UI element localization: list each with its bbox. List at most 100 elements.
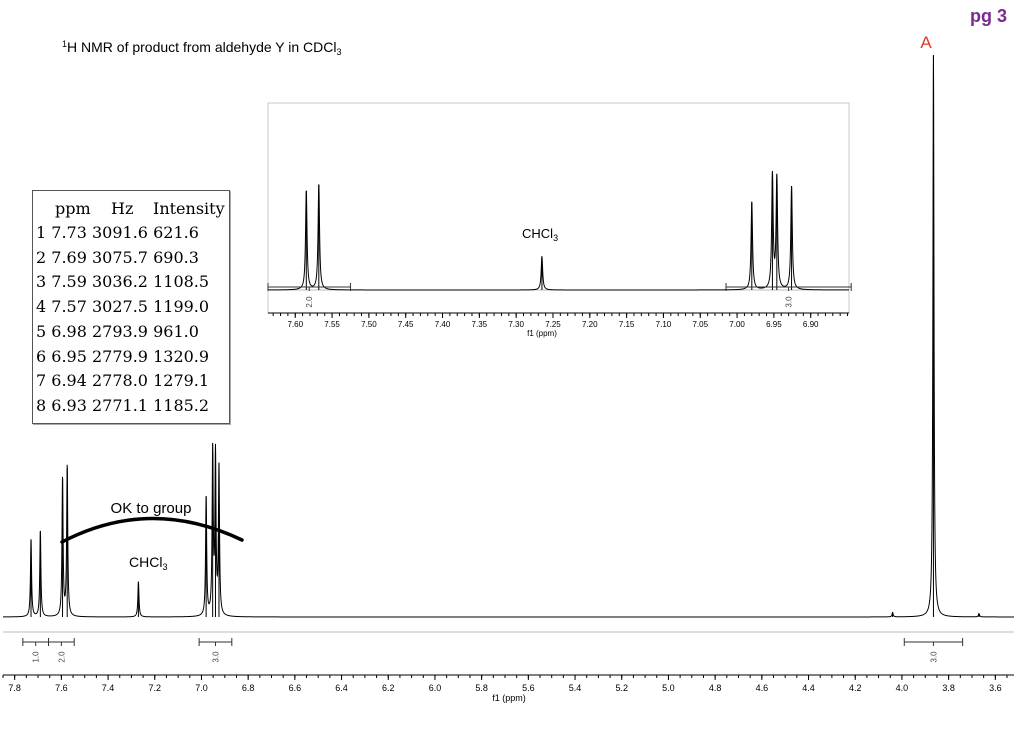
table-row: 6 6.95 2779.9 1320.9 — [36, 347, 209, 366]
spectrum-trace — [3, 55, 1014, 618]
x-axis-tick-label: 7.00 — [729, 320, 745, 329]
main-solvent-sub: 3 — [162, 562, 167, 572]
x-axis-tick-label: 7.30 — [508, 320, 524, 329]
table-cell-n: 4 — [36, 297, 47, 317]
table-cell-intensity: 1108.5 — [153, 272, 210, 292]
x-axis-tick-label: 4.2 — [849, 683, 862, 693]
table-row: 2 7.69 3075.7 690.3 — [36, 248, 199, 267]
table-row: 7 6.94 2778.0 1279.1 — [36, 371, 209, 390]
grouping-arc — [60, 516, 244, 544]
table-cell-ppm: 6.94 — [51, 371, 87, 391]
integral-label: 2.0 — [305, 296, 314, 308]
table-row: 8 6.93 2771.1 1185.2 — [36, 396, 209, 415]
x-axis-tick-label: 7.4 — [102, 683, 115, 693]
x-axis-tick-label: 5.4 — [569, 683, 582, 693]
table-cell-n: 1 — [36, 223, 47, 242]
table-cell-ppm: 6.95 — [51, 346, 87, 366]
x-axis-tick-label: 6.4 — [335, 683, 348, 693]
x-axis-tick-label: 7.0 — [195, 683, 208, 693]
table-cell-ppm: 7.69 — [51, 247, 87, 267]
table-cell-ppm: 7.59 — [51, 272, 87, 292]
table-row: 5 6.98 2793.9 961.0 — [36, 322, 199, 341]
table-cell-intensity: 621.6 — [153, 223, 199, 242]
x-axis-tick-label: 7.20 — [582, 320, 598, 329]
main-solvent-label: CHCl3 — [129, 554, 167, 572]
table-cell-ppm: 7.57 — [51, 297, 87, 317]
x-axis-tick-label: 3.6 — [989, 683, 1002, 693]
table-cell-n: 7 — [36, 371, 47, 391]
x-axis-tick-label: 4.8 — [709, 683, 722, 693]
inset-solvent-label: CHCl3 — [522, 226, 558, 243]
table-cell-intensity: 690.3 — [153, 247, 199, 267]
table-cell-n: 8 — [36, 395, 47, 415]
x-axis-tick-label: 7.2 — [149, 683, 162, 693]
title-superscript: 1 — [62, 39, 67, 49]
table-cell-hz: 2793.9 — [92, 321, 148, 341]
x-axis-tick-label: 5.2 — [615, 683, 628, 693]
x-axis-tick-label: 5.6 — [522, 683, 535, 693]
x-axis-tick-label: 6.6 — [289, 683, 302, 693]
x-axis-tick-label: 5.0 — [662, 683, 675, 693]
title-main: H NMR of product from aldehyde Y in CDCl — [67, 39, 336, 55]
table-cell-intensity: 1279.1 — [153, 371, 210, 391]
main-solvent-main: CHCl — [129, 554, 162, 570]
table-cell-hz: 2771.1 — [92, 395, 148, 415]
table-cell-n: 3 — [36, 272, 47, 292]
x-axis-label: f1 (ppm) — [527, 329, 557, 338]
peak-a-label: A — [920, 33, 932, 52]
table-cell-n: 6 — [36, 346, 47, 366]
x-axis-tick-label: 6.95 — [766, 320, 782, 329]
integral-label: 3.0 — [929, 651, 938, 663]
title-subscript: 3 — [337, 47, 342, 57]
integral-label: 3.0 — [211, 651, 220, 663]
x-axis-tick-label: 7.40 — [435, 320, 451, 329]
main-plot: 1.0 2.0 3.0 3.0 7.8 7.6 7.4 7.2 7.0 6.8 6.6 6.4 6.2 6… — [2, 55, 1014, 703]
table-cell-intensity: 1320.9 — [153, 346, 210, 366]
table-cell-hz: 3027.5 — [92, 297, 148, 317]
x-axis-tick-label: 7.35 — [472, 320, 488, 329]
inset-solvent-sub: 3 — [553, 233, 558, 243]
peak-table: ppm Hz Intensity 1 7.73 3091.6 621.6 2 7.… — [32, 190, 230, 424]
table-row: 3 7.59 3036.2 1108.5 — [36, 272, 209, 291]
x-axis-tick-label: 7.05 — [692, 320, 708, 329]
x-axis-tick-label: 6.2 — [382, 683, 395, 693]
table-cell-ppm: 6.93 — [51, 395, 87, 415]
x-axis-tick-label: 6.90 — [803, 320, 819, 329]
x-axis-tick-label: 7.45 — [398, 320, 414, 329]
x-axis-tick-label: 7.10 — [656, 320, 672, 329]
x-axis-tick-label: 7.15 — [619, 320, 635, 329]
table-cell-ppm: 6.98 — [51, 321, 87, 341]
spectrum-trace — [268, 170, 850, 291]
table-cell-intensity: 1185.2 — [153, 395, 210, 415]
table-row: 4 7.57 3027.5 1199.0 — [36, 297, 209, 316]
table-cell-hz: 3075.7 — [92, 247, 148, 267]
table-cell-n: 5 — [36, 321, 47, 341]
table-cell-intensity: 961.0 — [153, 321, 199, 341]
x-axis-tick-label: 7.55 — [324, 320, 340, 329]
integral-label: 2.0 — [57, 651, 66, 663]
table-cell-hz: 2778.0 — [92, 371, 148, 391]
x-axis-tick-label: 3.8 — [942, 683, 955, 693]
page-label: pg 3 — [970, 6, 1007, 26]
integral-label: 3.0 — [785, 296, 794, 308]
x-axis-tick-label: 6.8 — [242, 683, 255, 693]
table-row: 1 7.73 3091.6 621.6 — [36, 223, 199, 242]
peak-table-header-ppm: ppm — [55, 199, 91, 218]
inset-solvent-main: CHCl — [522, 226, 553, 241]
peak-table-header-intensity: Intensity — [153, 199, 225, 218]
spectrum-title: 1H NMR of product from aldehyde Y in CDC… — [62, 39, 342, 57]
x-axis-tick-label: 7.50 — [361, 320, 377, 329]
x-axis-label: f1 (ppm) — [492, 693, 526, 703]
inset-plot: 2.0 3.0 7.60 7.55 7.50 7.45 7.40 7.35 7.30 7.25 7.… — [267, 170, 852, 338]
x-axis-tick-label: 4.6 — [756, 683, 769, 693]
integral-label: 1.0 — [32, 651, 41, 663]
x-axis-tick-label: 4.0 — [896, 683, 909, 693]
peak-table-header-hz: Hz — [111, 199, 134, 218]
x-axis-tick-label: 7.60 — [287, 320, 303, 329]
inset-frame — [267, 102, 850, 314]
table-cell-hz: 2779.9 — [92, 346, 148, 366]
x-axis-tick-label: 7.8 — [8, 683, 21, 693]
table-cell-hz: 3036.2 — [92, 272, 148, 292]
